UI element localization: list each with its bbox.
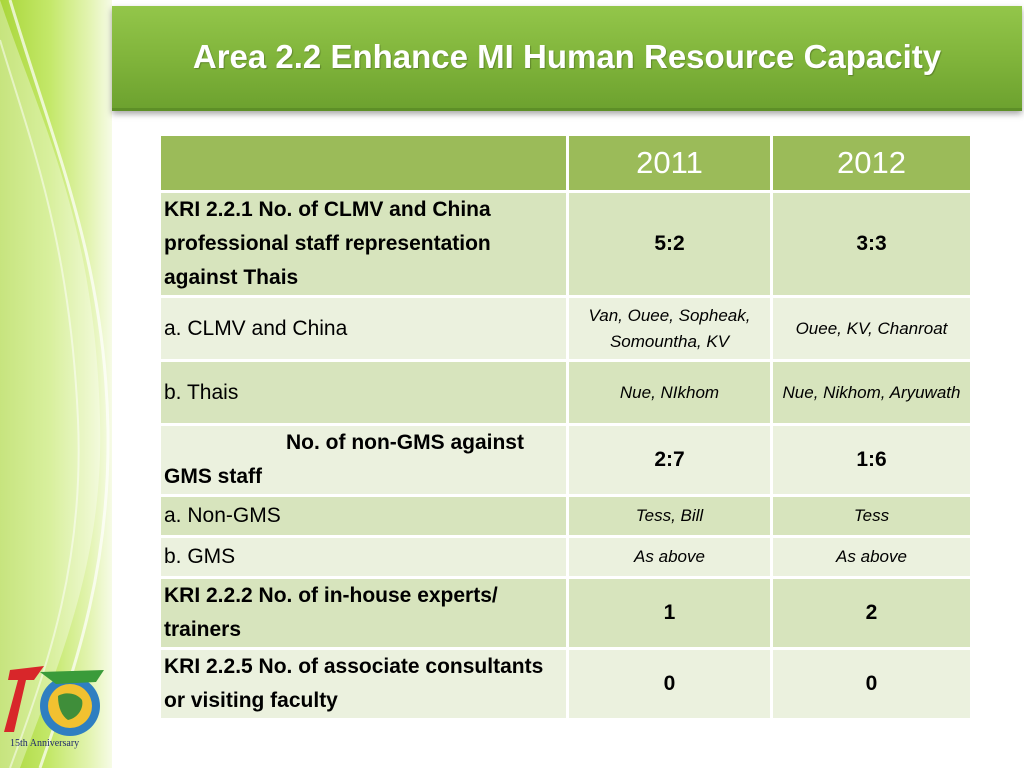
cell-2011: 5:2 [566, 190, 773, 298]
header-2012: 2012 [770, 133, 973, 193]
table-row: KRI 2.2.1 No. of CLMV and China professi… [158, 190, 973, 298]
cell-2012: As above [770, 535, 973, 579]
cell-2012: 2 [770, 576, 973, 650]
left-swoosh-decoration [0, 0, 112, 768]
kri-table: 2011 2012 KRI 2.2.1 No. of CLMV and Chin… [158, 133, 973, 721]
row-label: No. of non-GMS against GMS staff [158, 423, 569, 497]
row-label: KRI 2.2.5 No. of associate consultants o… [158, 647, 569, 721]
table-row: a. Non-GMS Tess, Bill Tess [158, 494, 973, 538]
table-row: No. of non-GMS against GMS staff 2:7 1:6 [158, 423, 973, 497]
left-decorative-band [0, 0, 112, 768]
anniversary-logo [4, 662, 108, 758]
header-empty-cell [158, 133, 569, 193]
cell-2011: Tess, Bill [566, 494, 773, 538]
row-label: KRI 2.2.1 No. of CLMV and China professi… [158, 190, 569, 298]
row-label: b. Thais [158, 359, 569, 426]
cell-2012: Ouee, KV, Chanroat [770, 295, 973, 362]
title-banner: Area 2.2 Enhance MI Human Resource Capac… [112, 6, 1022, 111]
cell-2012: 1:6 [770, 423, 973, 497]
slide-title: Area 2.2 Enhance MI Human Resource Capac… [192, 38, 942, 75]
table-header-row: 2011 2012 [158, 133, 973, 193]
cell-2012: Nue, Nikhom, Aryuwath [770, 359, 973, 426]
cell-2011: As above [566, 535, 773, 579]
table-row: KRI 2.2.2 No. of in-house experts/ train… [158, 576, 973, 650]
row-label: a. Non-GMS [158, 494, 569, 538]
table-row: b. Thais Nue, NIkhom Nue, Nikhom, Aryuwa… [158, 359, 973, 426]
table-row: a. CLMV and China Van, Ouee, Sopheak, So… [158, 295, 973, 362]
cell-2011: Nue, NIkhom [566, 359, 773, 426]
cell-2011: 2:7 [566, 423, 773, 497]
logo-caption: 15th Anniversary [10, 738, 80, 749]
cell-2011: 1 [566, 576, 773, 650]
row-label: b. GMS [158, 535, 569, 579]
cell-2012: 0 [770, 647, 973, 721]
header-2011: 2011 [566, 133, 773, 193]
table-row: KRI 2.2.5 No. of associate consultants o… [158, 647, 973, 721]
cell-2012: Tess [770, 494, 973, 538]
table-row: b. GMS As above As above [158, 535, 973, 579]
cell-2011: Van, Ouee, Sopheak, Somountha, KV [566, 295, 773, 362]
cell-2012: 3:3 [770, 190, 973, 298]
row-label: a. CLMV and China [158, 295, 569, 362]
cell-2011: 0 [566, 647, 773, 721]
row-label: KRI 2.2.2 No. of in-house experts/ train… [158, 576, 569, 650]
